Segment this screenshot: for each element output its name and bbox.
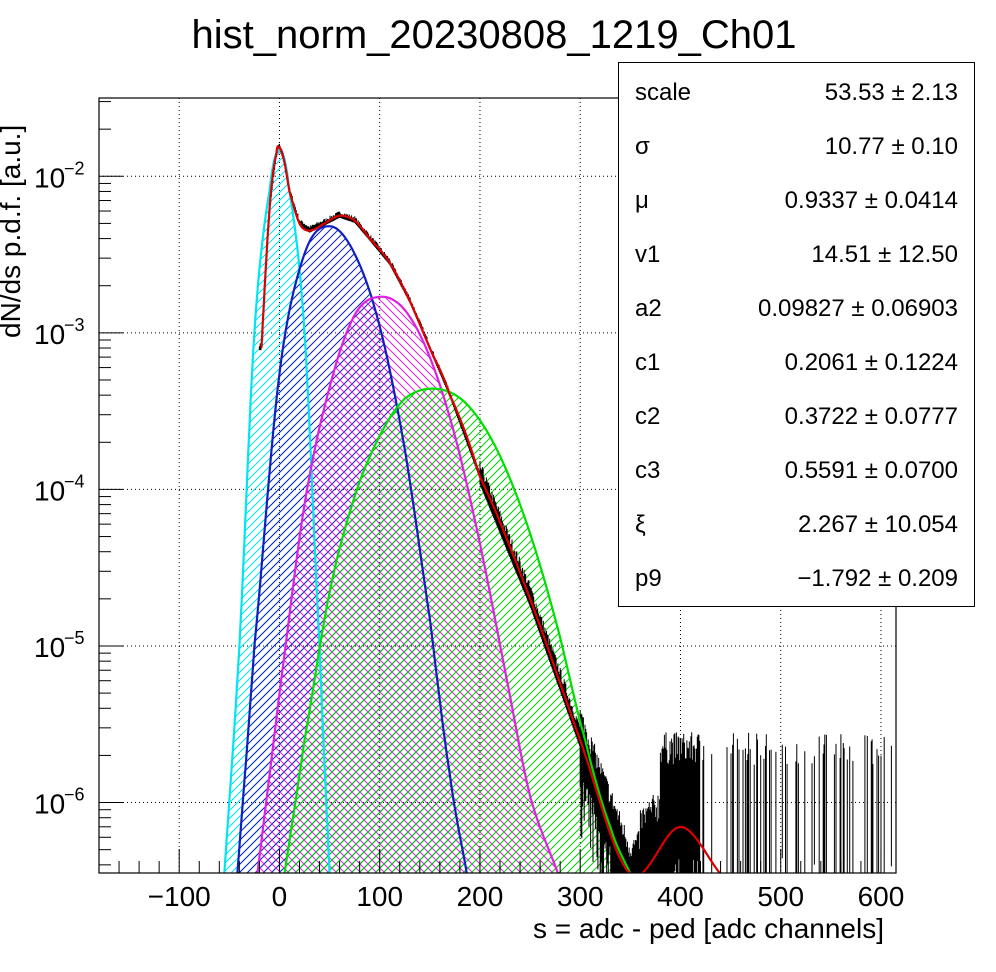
- stat-value: 2.267 ± 10.054: [798, 511, 958, 538]
- stat-name: v1: [635, 241, 661, 268]
- stat-value: 0.2061 ± 0.1224: [784, 349, 958, 376]
- component-0-curve: [223, 148, 331, 873]
- y-tick-exponent: −5: [64, 628, 85, 648]
- stat-name: a2: [635, 295, 662, 322]
- x-tick-labels: −100 0 100 200 300 400 500 600: [148, 881, 905, 912]
- component-3-fill: [284, 388, 630, 873]
- y-tick-exponent: −6: [64, 785, 85, 805]
- stat-row: c1 0.2061 ± 0.1224: [619, 335, 974, 389]
- y-tick-label: 10: [34, 319, 65, 350]
- stat-row: v1 14.51 ± 12.50: [619, 227, 974, 281]
- stat-name: σ: [635, 133, 650, 160]
- stat-row: μ 0.9337 ± 0.0414: [619, 173, 974, 227]
- x-tick-label: 300: [557, 881, 604, 912]
- y-tick-label: 10: [34, 162, 65, 193]
- x-tick-label: 0: [272, 881, 288, 912]
- stat-value: −1.792 ± 0.209: [797, 565, 958, 592]
- stat-name: c2: [635, 403, 661, 430]
- x-tick-label: 600: [858, 881, 905, 912]
- stat-value: 0.09827 ± 0.06903: [757, 295, 958, 322]
- stat-row: σ 10.77 ± 0.10: [619, 119, 974, 173]
- y-tick-label: 10: [34, 475, 65, 506]
- y-tick-exponent: −4: [64, 471, 85, 491]
- y-tick-label: 10: [34, 789, 65, 820]
- chart-title: hist_norm_20230808_1219_Ch01: [192, 13, 797, 57]
- x-tick-label: 200: [457, 881, 504, 912]
- stat-name: c1: [635, 349, 661, 376]
- y-tick-exponent: −3: [64, 315, 85, 335]
- y-tick-labels: 10−210−310−410−510−6: [34, 158, 85, 819]
- component-2-curve: [256, 295, 560, 873]
- stat-row: ξ 2.267 ± 10.054: [619, 497, 974, 551]
- y-tick-exponent: −2: [64, 158, 85, 178]
- y-axis-label: dN/ds p.d.f. [a.u.]: [0, 125, 26, 338]
- x-axis-label: s = adc - ped [adc channels]: [533, 913, 884, 944]
- stat-row: scale 53.53 ± 2.13: [619, 65, 974, 119]
- stat-value: 0.9337 ± 0.0414: [784, 187, 958, 214]
- axis-ticks: [98, 101, 882, 873]
- stat-row: p9 −1.792 ± 0.209: [619, 551, 974, 605]
- stat-name: μ: [635, 187, 649, 214]
- stat-value: 53.53 ± 2.13: [824, 79, 958, 106]
- stat-row: a2 0.09827 ± 0.06903: [619, 281, 974, 335]
- x-tick-label: 400: [657, 881, 704, 912]
- stat-row: c3 0.5591 ± 0.0700: [619, 443, 974, 497]
- stat-value: 0.3722 ± 0.0777: [784, 403, 958, 430]
- stat-row: c2 0.3722 ± 0.0777: [619, 389, 974, 443]
- component-1-curve: [236, 225, 468, 873]
- x-tick-label: 500: [757, 881, 804, 912]
- stat-name: ξ: [635, 511, 646, 538]
- x-tick-label: −100: [148, 881, 211, 912]
- fit-stats-box: scale 53.53 ± 2.13 σ 10.77 ± 0.10 μ 0.9337 ± …: [618, 62, 975, 607]
- stat-name: c3: [635, 457, 661, 484]
- y-tick-label: 10: [34, 632, 65, 663]
- total-fit-curve: [260, 144, 722, 873]
- stat-value: 10.77 ± 0.10: [824, 133, 958, 160]
- stat-value: 0.5591 ± 0.0700: [784, 457, 958, 484]
- stat-name: scale: [635, 79, 692, 106]
- stat-value: 14.51 ± 12.50: [811, 241, 958, 268]
- x-tick-label: 100: [356, 881, 403, 912]
- stat-name: p9: [635, 565, 662, 592]
